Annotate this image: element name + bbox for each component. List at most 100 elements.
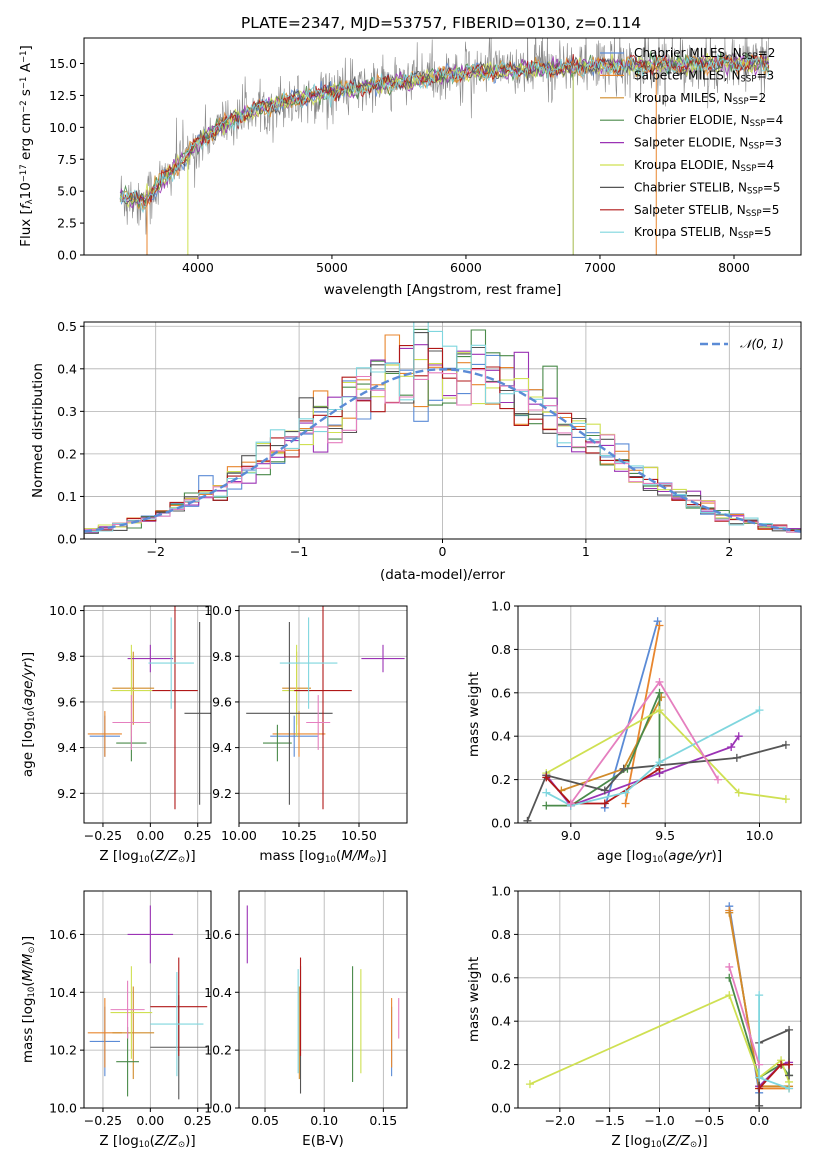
plot-content xyxy=(246,905,400,1094)
legend-label: Chabrier MILES, NSSP=2 xyxy=(634,46,775,62)
y-tick-label: 9.4 xyxy=(57,740,77,755)
y-tick-label: 0.0 xyxy=(57,248,77,263)
errorbar-point xyxy=(112,695,151,750)
x-tick-label: 0.00 xyxy=(136,1113,164,1128)
model-spectrum xyxy=(119,53,770,214)
x-tick-label: 10.25 xyxy=(281,828,317,843)
y-axis-label: mass weight xyxy=(466,957,482,1042)
axes-frame xyxy=(517,890,802,1109)
errorbar-point xyxy=(263,724,292,762)
errorbar-point xyxy=(127,644,174,673)
y-tick-label: 0.4 xyxy=(491,729,511,744)
y-tick-label: 10.0 xyxy=(204,603,232,618)
series-marker xyxy=(525,1080,534,1089)
gridlines xyxy=(84,891,211,1109)
y-tick-label: 0.1 xyxy=(57,489,77,504)
gridlines xyxy=(84,606,211,823)
ticks: −2 −1 0 1 2 0.0 0.1 0.2 0.3 0.4 0.5 xyxy=(57,319,733,559)
series-line xyxy=(545,709,787,800)
axes-frame xyxy=(83,890,212,1109)
y-tick-label: 0.2 xyxy=(57,446,77,461)
x-tick-label: 10.50 xyxy=(341,828,377,843)
y-tick-label: 10.0 xyxy=(49,1101,77,1116)
y-tick-label: 9.6 xyxy=(212,694,232,709)
y-tick-label: 7.5 xyxy=(57,152,77,167)
x-tick-label: 4000 xyxy=(182,260,214,275)
figure-title: PLATE=2347, MJD=53757, FIBERID=0130, z=0… xyxy=(241,14,641,32)
y-tick-label: 10.6 xyxy=(49,927,77,942)
series-marker xyxy=(619,764,628,773)
histogram-series xyxy=(84,354,801,539)
legend-label: Salpeter ELODIE, NSSP=3 xyxy=(634,136,782,152)
errorbar-point xyxy=(279,617,338,709)
series-marker xyxy=(755,991,764,1000)
y-tick-label: 10.4 xyxy=(49,985,77,1000)
legend-label: Chabrier STELIB, NSSP=5 xyxy=(634,180,781,196)
axes-frame xyxy=(83,605,212,824)
axes-massweight_vs_Z: −2.0 −1.5 −1.0 −0.5 0.0 0.0 0.2 0.4 0.6 0.8 1.0 Z [… xyxy=(466,884,802,1150)
series-marker xyxy=(785,1025,794,1034)
series-marker xyxy=(713,775,722,784)
series-marker xyxy=(566,799,575,808)
plot-content xyxy=(87,905,208,1100)
series-marker xyxy=(653,617,662,626)
errorbar-point xyxy=(87,711,122,757)
y-tick-label: 10.4 xyxy=(204,985,232,1000)
y-tick-label: 9.2 xyxy=(57,786,77,801)
legend-label: Salpeter MILES, NSSP=3 xyxy=(634,68,774,84)
y-tick-label: 0.4 xyxy=(57,361,77,376)
ticks: −0.25 0.00 0.25 10.0 10.2 10.4 10.6 xyxy=(49,927,211,1128)
y-tick-label: 5.0 xyxy=(57,184,77,199)
normal-reference-curve xyxy=(84,368,801,533)
axes-frame xyxy=(83,37,802,256)
series-marker xyxy=(785,1060,794,1069)
ticks: 9.0 9.5 10.0 0.0 0.2 0.4 0.6 0.8 1.0 xyxy=(491,599,773,844)
errorbar-point xyxy=(306,695,331,750)
errorbar-point xyxy=(246,621,333,805)
y-tick-label: 2.5 xyxy=(57,216,77,231)
legend-label: Kroupa MILES, NSSP=2 xyxy=(634,91,766,107)
weight-series xyxy=(566,677,722,808)
x-tick-label: 0.15 xyxy=(369,1113,397,1128)
x-tick-label: −2.0 xyxy=(545,1113,575,1128)
errorbar-point xyxy=(152,606,198,810)
series-marker xyxy=(725,962,734,971)
y-tick-label: 10.0 xyxy=(49,603,77,618)
legend: Chabrier MILES, NSSP=2 Salpeter MILES, NS… xyxy=(600,46,783,241)
errorbar-point xyxy=(110,980,145,1039)
series-marker xyxy=(655,706,664,715)
ticks: −0.25 0.00 0.25 9.2 9.4 9.6 9.8 10.0 xyxy=(49,603,211,843)
series-marker xyxy=(785,1084,794,1093)
y-tick-label: 9.8 xyxy=(57,649,77,664)
ticks: 10.00 10.25 10.50 9.2 9.4 9.6 9.8 10.0 xyxy=(204,603,377,843)
axes-age_vs_mass: 10.00 10.25 10.50 9.2 9.4 9.6 9.8 10.0 mass [log… xyxy=(204,603,408,865)
series-marker xyxy=(727,743,736,752)
x-tick-label: 0.05 xyxy=(251,1113,279,1128)
y-tick-label: 0.0 xyxy=(491,816,511,831)
x-tick-label: −2 xyxy=(146,544,164,559)
ticks: 0.05 0.10 0.15 10.0 10.2 10.4 10.6 xyxy=(204,927,397,1128)
plot-content xyxy=(87,606,211,810)
errorbar-point xyxy=(361,644,405,673)
x-tick-label: 2 xyxy=(725,544,733,559)
y-tick-label: 10.0 xyxy=(49,120,77,135)
errorbar-point xyxy=(294,606,352,810)
weight-series xyxy=(621,621,664,808)
axes-frame xyxy=(517,605,802,824)
series-line xyxy=(526,744,787,822)
legend-label: Salpeter STELIB, NSSP=5 xyxy=(634,203,779,219)
series-marker xyxy=(655,677,664,686)
axes-frame xyxy=(238,890,408,1109)
weight-series xyxy=(523,740,790,823)
axes-residuals: −2 −1 0 1 2 0.0 0.1 0.2 0.3 0.4 0.5 𝒩(0, 1) (data-mo… xyxy=(30,319,802,583)
y-tick-label: 0.6 xyxy=(491,970,511,985)
x-tick-label: −0.5 xyxy=(694,1113,724,1128)
errorbar-point xyxy=(272,711,326,757)
plot-area: 4000 5000 6000 7000 80000.02.55.07.510.012.5… xyxy=(18,37,802,1150)
x-axis-label: age [log10(age/yr)] xyxy=(597,848,722,865)
axes-age_vs_Z: −0.25 0.00 0.25 9.2 9.4 9.6 9.8 10.0 Z [log10(Z/… xyxy=(20,603,212,865)
x-tick-label: 0.25 xyxy=(184,1113,212,1128)
errorbar-point xyxy=(150,972,204,1077)
errorbar-point xyxy=(184,621,211,805)
series-marker xyxy=(600,799,609,808)
